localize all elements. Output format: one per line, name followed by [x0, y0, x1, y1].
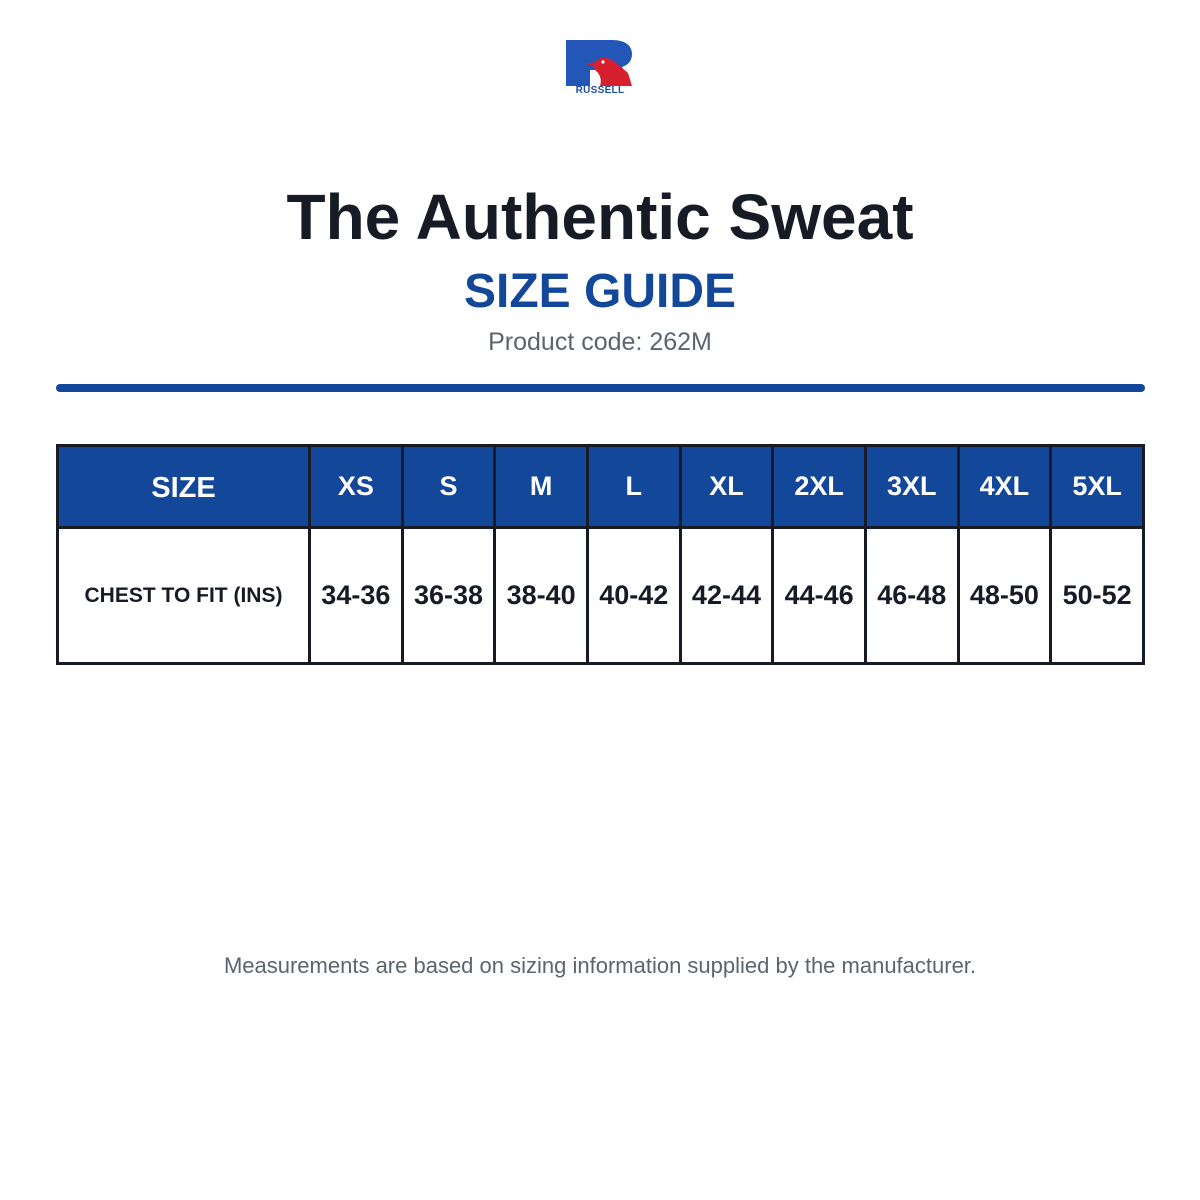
chest-m: 38-40	[493, 526, 589, 665]
chest-row-label: CHEST TO FIT (INS)	[56, 526, 311, 665]
size-5xl: 5XL	[1049, 444, 1145, 529]
chest-5xl: 50-52	[1049, 526, 1145, 665]
chest-s: 36-38	[400, 526, 497, 665]
size-m: M	[493, 444, 589, 529]
size-guide-heading: SIZE GUIDE	[463, 265, 737, 318]
size-2xl: 2XL	[771, 444, 867, 529]
chest-row: CHEST TO FIT (INS) 34-36 36-38 38-40 40-…	[56, 526, 1145, 665]
size-l: L	[585, 444, 682, 529]
size-xs: XS	[308, 444, 404, 529]
size-s: S	[400, 444, 497, 529]
product-title: The Authentic Sweat	[286, 181, 914, 253]
russell-r-eagle-icon	[566, 40, 632, 86]
russell-logo: RUSSELL	[566, 40, 634, 96]
product-code: Product code: 262M	[488, 328, 712, 356]
size-xl: XL	[678, 444, 775, 529]
chest-xl: 42-44	[678, 526, 775, 665]
brand-name: RUSSELL	[575, 85, 625, 96]
measurement-note: Measurements are based on sizing informa…	[223, 953, 977, 978]
divider	[56, 384, 1145, 392]
size-table: SIZE XS S M L XL 2XL 3XL 4XL 5XL CHEST T…	[56, 444, 1145, 665]
size-header-row: SIZE XS S M L XL 2XL 3XL 4XL 5XL	[56, 444, 1145, 529]
chest-2xl: 44-46	[771, 526, 867, 665]
size-4xl: 4XL	[956, 444, 1053, 529]
chest-xs: 34-36	[308, 526, 404, 665]
chest-3xl: 46-48	[863, 526, 960, 665]
chest-4xl: 48-50	[956, 526, 1053, 665]
size-header-label: SIZE	[56, 444, 311, 529]
size-3xl: 3XL	[863, 444, 960, 529]
chest-l: 40-42	[585, 526, 682, 665]
